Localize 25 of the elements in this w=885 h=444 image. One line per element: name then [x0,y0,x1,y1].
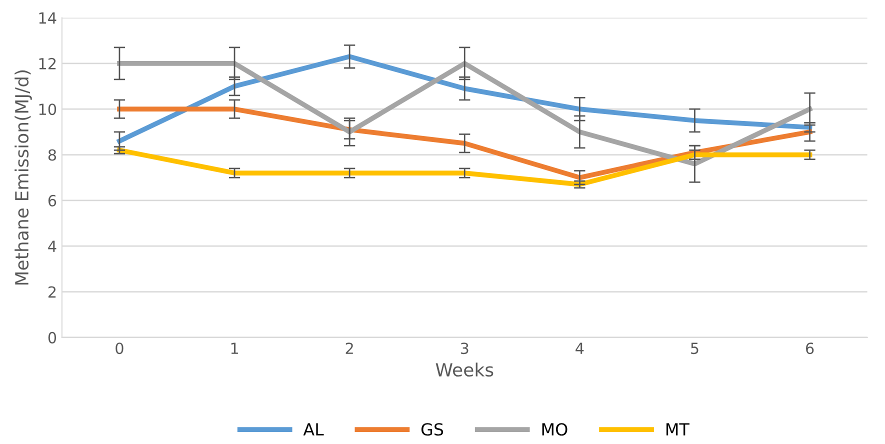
legend-label: MT [666,423,690,436]
x-tick-label: 1 [231,342,238,354]
line-series [117,54,812,144]
y-axis-title: Methane Emission(MJ/d) [14,70,32,285]
y-tick-label: 12 [39,58,56,70]
x-tick-label: 4 [576,342,584,354]
x-axis-title: Weeks [436,362,494,377]
y-tick-label: 4 [48,240,56,252]
y-tick-label: 2 [48,286,56,298]
y-tick-label: 14 [39,12,56,24]
x-tick-label: 6 [806,342,814,354]
legend-label: AL [303,423,324,436]
y-tick-label: 10 [39,104,56,116]
y-tick-label: 8 [48,149,56,161]
x-tick-label: 5 [691,342,698,354]
x-tick-label: 3 [460,342,468,354]
y-tick-label: 0 [48,332,56,344]
legend-label: GS [421,423,444,436]
x-tick-label: 0 [116,342,124,354]
line-series [117,61,812,166]
x-tick-label: 2 [346,342,353,354]
legend-label: MO [542,423,568,436]
line-series [117,148,812,187]
y-tick-label: 6 [48,194,56,206]
line-series [117,106,812,180]
